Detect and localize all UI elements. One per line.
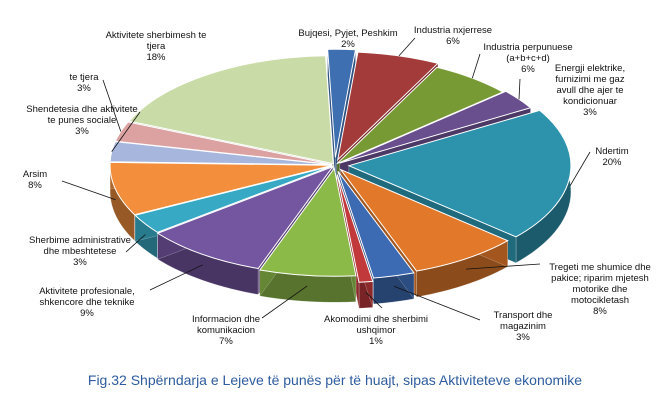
leader-line [569, 151, 591, 187]
pie-slice [258, 167, 357, 303]
slice-label: Ndertim 20% [595, 146, 628, 168]
slice-label: Aktivitete sherbimesh te tjera 18% [106, 30, 207, 63]
slice-label: Shendetesia dhe aktivitete te punes socia… [26, 104, 137, 137]
leader-line [471, 53, 481, 79]
leader-line [149, 264, 203, 291]
slice-label: Aktivitete profesionale, shkencore dhe te… [39, 286, 135, 319]
slice-label: Bujqesi, Pyjet, Peshkim 2% [298, 28, 397, 50]
slice-label: Arsim 8% [23, 169, 47, 191]
leader-line [365, 292, 383, 309]
slice-label: Akomodimi dhe sherbimi ushqimor 1% [324, 314, 428, 347]
leader-line [398, 37, 416, 57]
leader-line [518, 78, 521, 100]
leader-line [102, 79, 122, 132]
slice-label: te tjera 3% [69, 72, 99, 94]
leader-line [466, 263, 541, 270]
slice-label: Informacion dhe komunikacion 7% [192, 314, 260, 347]
leader-line [111, 111, 141, 152]
slice-label: Transport dhe magazinim 3% [494, 310, 553, 343]
leader-line [125, 234, 146, 253]
leader-line [61, 180, 116, 201]
leader-line [393, 285, 481, 321]
pie-chart: Bujqesi, Pyjet, Peshkim 2% Industria nxjer… [23, 25, 651, 347]
figure-caption: Fig.32 Shpërndarja e Lejeve të punës për… [87, 372, 583, 388]
slice-label: Industria perpunuese (a+b+c+d) 6% [483, 42, 572, 75]
leader-line [261, 285, 308, 319]
slice-label: Industria nxjerrese 6% [414, 25, 492, 47]
slice-label: Tregeti me shumice dhe pakice; riparim mj… [549, 262, 651, 317]
slice-label: Sherbime administrative dhe mbeshtetese 3% [29, 235, 131, 268]
slice-label: Energji elektrike, furnizimi me gaz avull … [555, 63, 625, 118]
